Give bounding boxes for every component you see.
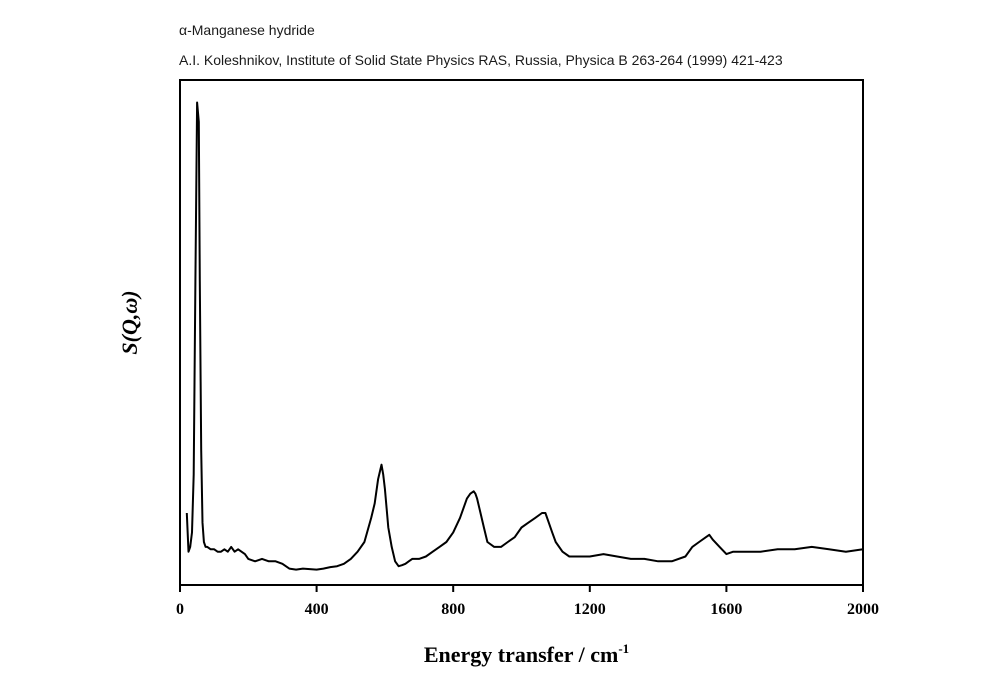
plot-frame xyxy=(179,79,864,586)
x-axis-title-superscript: -1 xyxy=(618,641,629,656)
chart-title: α-Manganese hydride xyxy=(179,22,315,38)
x-tick-label: 2000 xyxy=(847,601,879,618)
x-axis-title: Energy transfer / cm-1 xyxy=(424,641,629,667)
y-axis-title: S(Q,ω) xyxy=(117,290,142,354)
series-line xyxy=(185,101,864,571)
x-axis-ticks xyxy=(179,585,864,592)
x-axis-title-text: Energy transfer / cm xyxy=(424,642,619,667)
chart-subtitle: A.I. Koleshnikov, Institute of Solid Sta… xyxy=(179,52,783,68)
x-tick-label: 0 xyxy=(176,601,184,618)
x-tick-label: 1600 xyxy=(710,601,742,618)
x-axis-tick-labels: 0 400 800 1200 1600 2000 xyxy=(176,601,879,618)
x-tick-label: 1200 xyxy=(574,601,606,618)
x-tick-label: 800 xyxy=(441,601,465,618)
x-tick-label: 400 xyxy=(305,601,329,618)
